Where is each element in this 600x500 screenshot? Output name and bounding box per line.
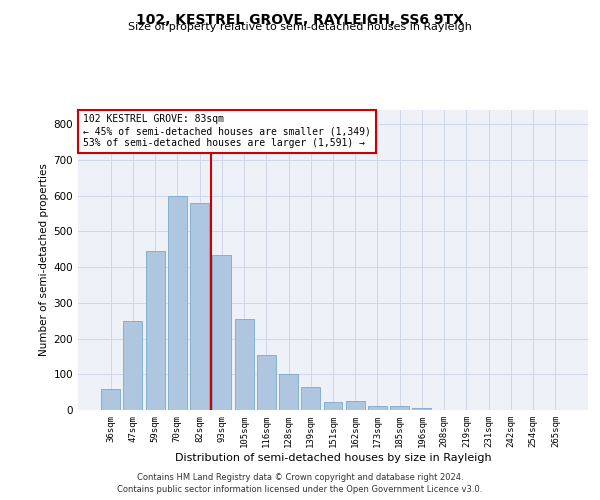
Text: Contains public sector information licensed under the Open Government Licence v3: Contains public sector information licen… [118,485,482,494]
Bar [124,320,142,410]
Y-axis label: Number of semi-detached properties: Number of semi-detached properties [40,164,49,356]
Bar [257,354,276,410]
Bar [146,251,164,410]
Bar [279,374,298,410]
Bar [368,406,387,410]
Text: 102, KESTREL GROVE, RAYLEIGH, SS6 9TX: 102, KESTREL GROVE, RAYLEIGH, SS6 9TX [136,12,464,26]
Bar [412,408,431,410]
Bar [346,401,365,410]
Bar [235,319,254,410]
Bar [212,254,231,410]
Bar [190,203,209,410]
Text: Contains HM Land Registry data © Crown copyright and database right 2024.: Contains HM Land Registry data © Crown c… [137,474,463,482]
Text: 102 KESTREL GROVE: 83sqm
← 45% of semi-detached houses are smaller (1,349)
53% o: 102 KESTREL GROVE: 83sqm ← 45% of semi-d… [83,114,371,148]
Text: Size of property relative to semi-detached houses in Rayleigh: Size of property relative to semi-detach… [128,22,472,32]
Bar [301,387,320,410]
Bar [101,388,120,410]
Bar [323,402,343,410]
X-axis label: Distribution of semi-detached houses by size in Rayleigh: Distribution of semi-detached houses by … [175,452,491,462]
Bar [390,406,409,410]
Bar [168,196,187,410]
